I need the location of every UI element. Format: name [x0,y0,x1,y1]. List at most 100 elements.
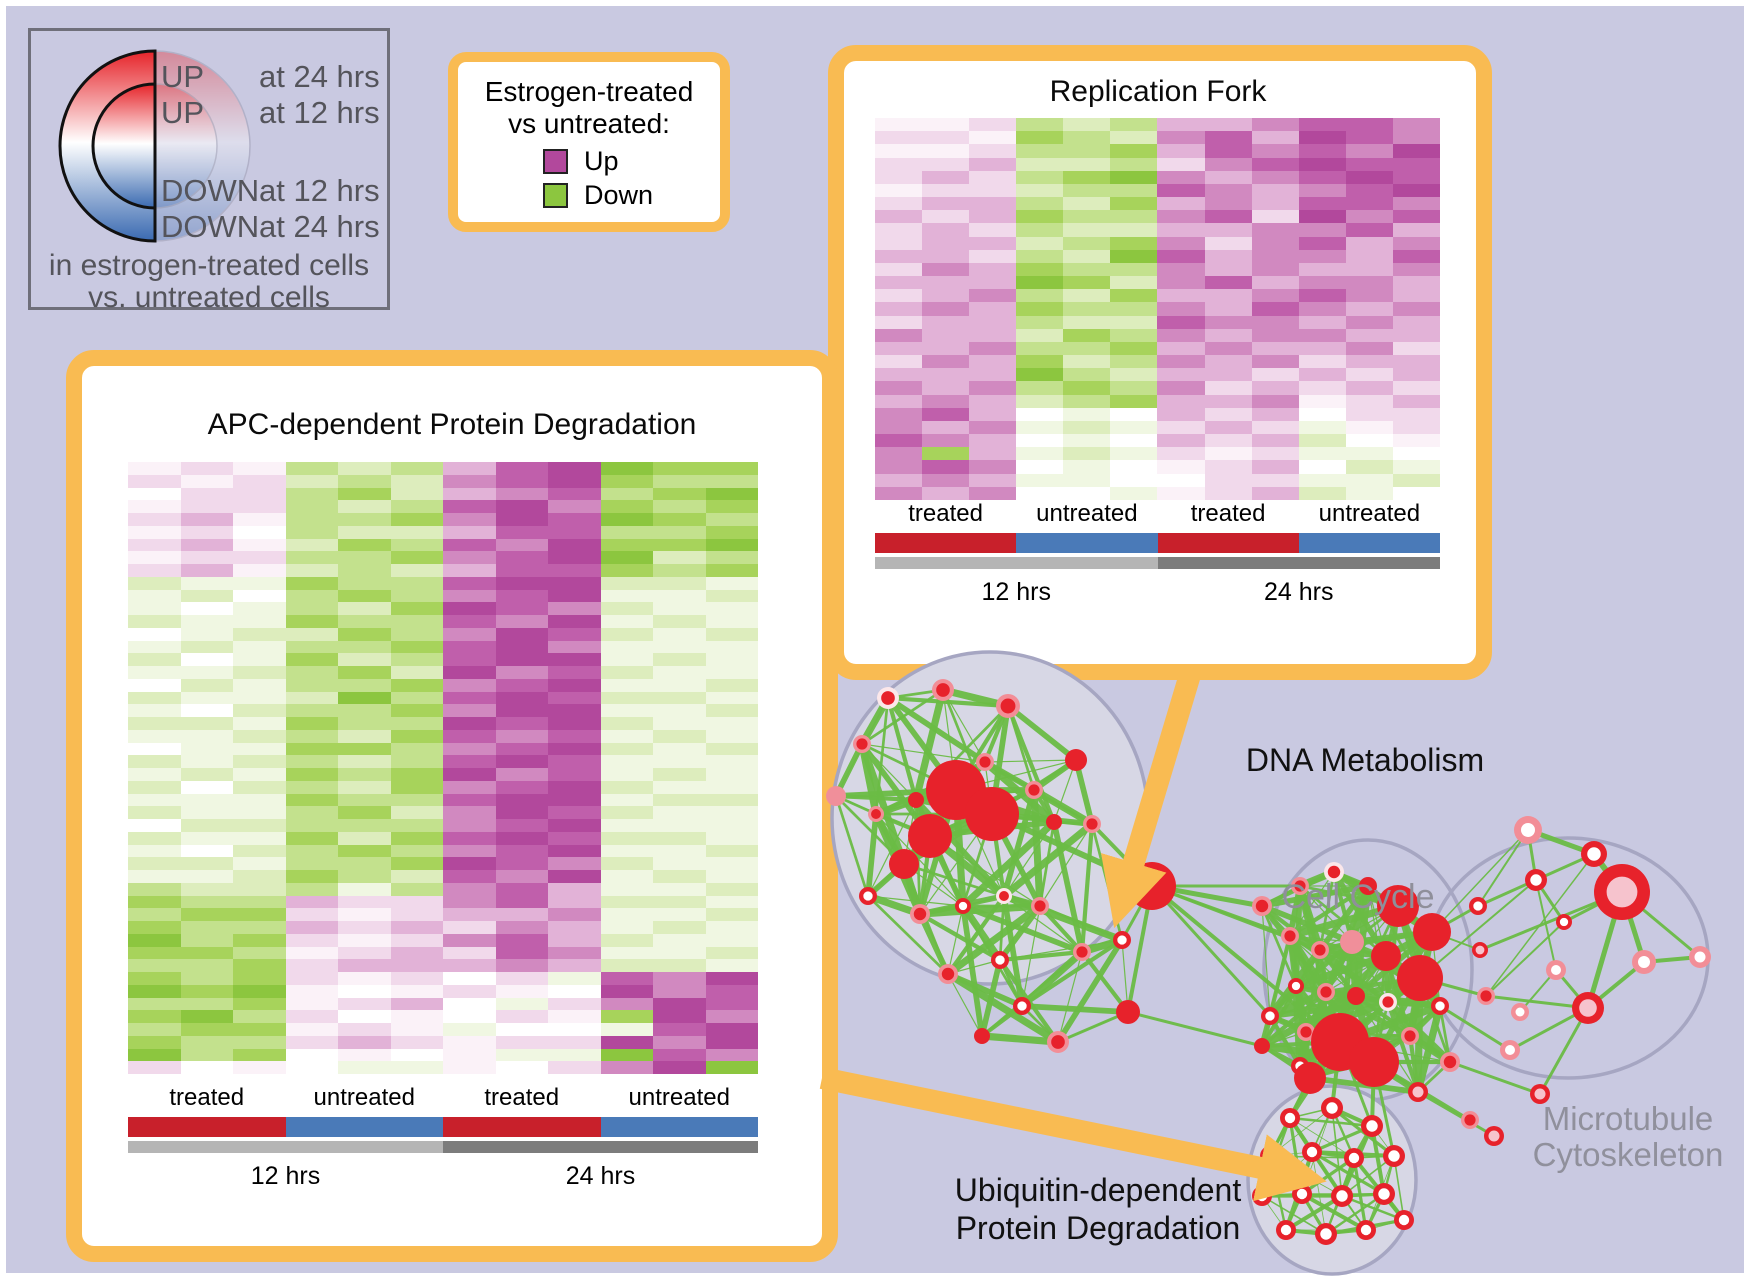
heatmap-cell [285,984,338,998]
heatmap-cell [285,946,338,960]
heatmap-cell [1251,328,1299,342]
heatmap-cell [338,717,391,730]
heatmap-cell [390,576,443,590]
heatmap-cell [705,895,758,909]
heatmap-cell [390,933,443,947]
heatmap-cell [443,538,496,552]
heatmap-cell [285,1048,338,1062]
heatmap-cell [495,640,548,654]
heatmap-cell [705,1035,758,1049]
legend-up-12-dir: UP [161,95,205,130]
heatmap-cell [338,487,391,501]
heatmap-cell [969,460,1017,474]
heatmap-cell [1251,157,1299,171]
heatmap-cell [969,262,1017,277]
heatmap-cell [1298,420,1346,435]
legend-footer-line1: in estrogen-treated cells [48,249,370,282]
heatmap-cell [1298,407,1346,421]
heatmap-cell [443,933,496,947]
heatmap-cell [1110,368,1158,382]
heatmap-cell [1157,394,1205,408]
heatmap-cell [285,882,338,896]
heatmap-cell [495,997,548,1011]
heatmap-cell [285,793,338,807]
heatmap-cell [128,640,181,654]
heatmap-cell [390,882,443,896]
heatmap-cell [1110,460,1158,474]
cell-cycle-label: Cell Cycle [1281,878,1435,916]
heatmap-cell [1110,144,1158,158]
heatmap-cell [180,564,233,577]
heatmap-cell [653,500,706,513]
heatmap-cell [1251,223,1299,237]
heatmap-cell [653,997,706,1011]
heatmap-cell [1110,315,1158,329]
heatmap-cell [1063,420,1111,435]
heatmap-cell [443,831,496,845]
heatmap-cell [443,997,496,1011]
heatmap-cell [443,666,496,679]
heatmap-cell [1204,368,1252,382]
ring-legend-box: UP at 24 hrs UP at 12 hrs DOWN at 12 hrs… [28,28,390,314]
heatmap-cell [1204,157,1252,171]
heatmap-cell [1016,144,1064,158]
rf-label-treated-24: treated [1190,500,1266,527]
heatmap-cell [1251,183,1299,198]
heatmap-cell [390,462,443,475]
heatmap-cell [180,487,233,501]
heatmap-cell [653,513,706,526]
heatmap-cell [1110,355,1158,369]
heatmap-cell [128,615,181,628]
heatmap-cell [1016,249,1064,263]
heatmap-cell [1016,447,1064,461]
heatmap-cell [1345,473,1393,487]
heatmap-cell [1345,368,1393,382]
heatmap-cell [969,368,1017,382]
heatmap-cell [548,691,601,705]
heatmap-cell [969,328,1017,342]
heatmap-cell [233,921,286,934]
heatmap-cell [548,844,601,858]
heatmap-cell [390,946,443,960]
heatmap-cell [1251,460,1299,474]
heatmap-cell [495,895,548,909]
heatmap-cell [600,487,653,501]
heatmap-cell [548,946,601,960]
heatmap-cell [548,895,601,909]
heatmap-cell [443,474,496,488]
heatmap-cell [390,487,443,501]
apc-bar-untreated-12 [285,1117,443,1137]
heatmap-cell [180,1010,233,1023]
heatmap-cell [1345,249,1393,263]
heatmap-cell [1204,420,1252,435]
heatmap-cell [233,933,286,947]
heatmap-cell [1298,289,1346,303]
heatmap-cell [1298,368,1346,382]
heatmap-cell [338,538,391,552]
heatmap-cell [653,959,706,972]
heatmap-cell [128,793,181,807]
heatmap-cell [705,1010,758,1023]
heatmap-cell [495,653,548,666]
heatmap-cell [338,895,391,909]
heatmap-cell [1345,460,1393,474]
heatmap-cell [1016,341,1064,356]
heatmap-cell [1157,473,1205,487]
heatmap-cell [969,249,1017,263]
heatmap-cell [495,678,548,692]
heatmap-cell [600,997,653,1011]
rf-bar-treated-24 [1157,533,1299,553]
heatmap-cell [285,908,338,921]
heatmap-cell [128,1048,181,1062]
heatmap-cell [705,653,758,666]
heatmap-cell [969,407,1017,421]
heatmap-cell [1392,407,1440,421]
heatmap-cell [390,780,443,794]
heatmap-cell [705,972,758,985]
heatmap-cell [600,959,653,972]
heatmap-cell [443,780,496,794]
down-label: Down [584,180,654,210]
rf-time-labels: 12 hrs 24 hrs [875,578,1440,610]
legend-up-24-time: at 24 hrs [259,59,380,94]
heatmap-cell [285,959,338,972]
